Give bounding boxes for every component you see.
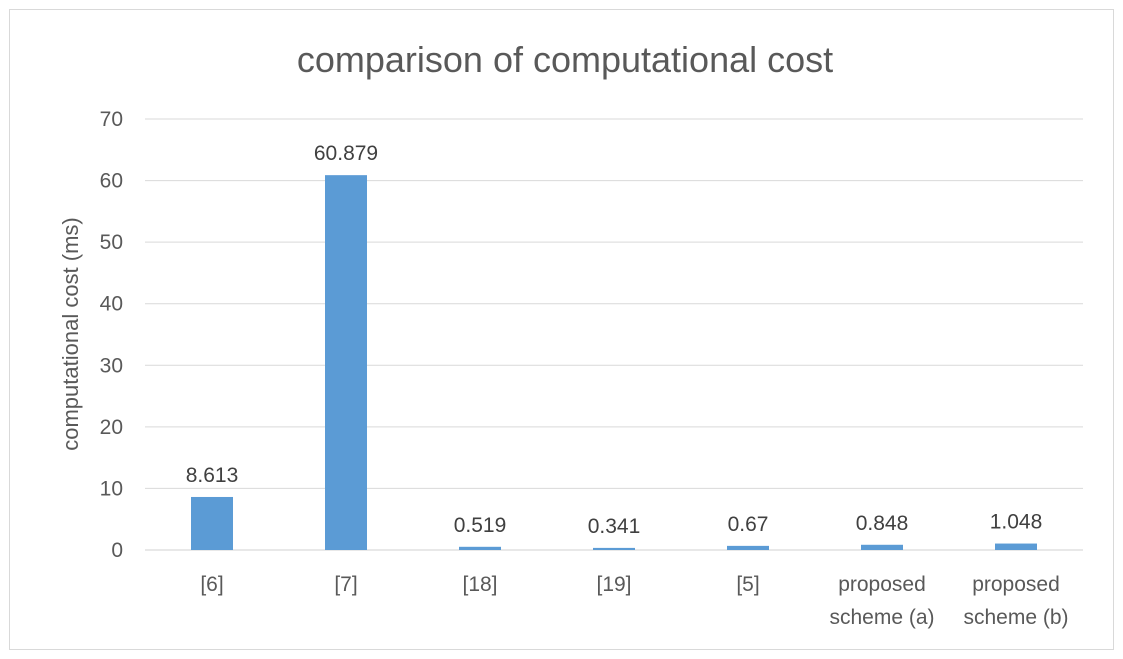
gridlines	[145, 118, 1083, 551]
data-labels: 8.613 60.879 0.519 0.341 0.67 0.848 1.048	[186, 142, 1043, 538]
y-tick-label: 60	[100, 170, 123, 193]
y-axis-label: computational cost (ms)	[58, 217, 83, 451]
y-tick-label: 30	[100, 354, 123, 377]
y-tick-label: 50	[100, 231, 123, 254]
y-tick-label: 20	[100, 416, 123, 439]
data-label: 1.048	[990, 511, 1043, 534]
y-tick-label: 0	[111, 539, 123, 562]
x-tick-label: [18]	[462, 573, 497, 596]
x-tick-label: [6]	[200, 573, 223, 596]
y-tick-labels: 0 10 20 30 40 50 60 70	[100, 108, 123, 562]
bar	[325, 175, 367, 550]
bar	[459, 546, 501, 550]
data-label: 0.519	[454, 514, 507, 537]
data-label: 0.848	[856, 512, 909, 535]
bar	[191, 496, 233, 550]
x-tick-label: scheme (a)	[829, 606, 934, 629]
data-label: 0.67	[728, 513, 769, 536]
bars	[191, 175, 1037, 550]
x-tick-label: [7]	[334, 573, 357, 596]
data-label: 0.341	[588, 515, 641, 538]
bar	[727, 545, 769, 550]
bar	[593, 547, 635, 550]
x-tick-labels: [6] [7] [18] [19] [5] proposed scheme (a) propo…	[200, 573, 1068, 629]
bar	[995, 543, 1037, 550]
y-tick-label: 40	[100, 293, 123, 316]
y-tick-label: 70	[100, 108, 123, 131]
bar	[861, 544, 903, 550]
x-tick-label: proposed	[838, 573, 926, 596]
x-tick-label: scheme (b)	[963, 606, 1068, 629]
data-label: 8.613	[186, 464, 239, 487]
chart-title: comparison of computational cost	[297, 39, 833, 80]
x-tick-label: proposed	[972, 573, 1060, 596]
x-tick-label: [5]	[736, 573, 759, 596]
x-tick-label: [19]	[596, 573, 631, 596]
y-tick-label: 10	[100, 477, 123, 500]
data-label: 60.879	[314, 142, 378, 165]
